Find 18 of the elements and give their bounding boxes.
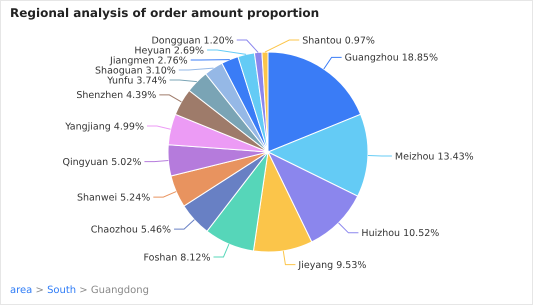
slice-label: Chaozhou 5.46% bbox=[90, 224, 172, 236]
slice-label: Guangzhou 18.85% bbox=[344, 52, 438, 64]
chart-title: Regional analysis of order amount proportion bbox=[10, 6, 320, 20]
slice-label: Huizhou 10.52% bbox=[361, 228, 440, 240]
slice-label: Jieyang 9.53% bbox=[297, 260, 366, 271]
slice-label: Jiangmen 2.76% bbox=[109, 55, 188, 66]
text: area > South > Guangdong bbox=[10, 285, 149, 296]
slice-label: Heyuan 2.69% bbox=[134, 45, 204, 56]
slice-label: Shanwei 5.24% bbox=[76, 192, 150, 204]
slice-label: Qingyuan 5.02% bbox=[62, 156, 142, 168]
slice-label: Yangjiang 4.99% bbox=[64, 121, 144, 132]
slice-label: Yunfu 3.74% bbox=[106, 75, 167, 86]
slice-label: Shantou 0.97% bbox=[302, 35, 375, 46]
slice-label: Dongguan 1.20% bbox=[151, 35, 234, 46]
slice-label: Meizhou 13.43% bbox=[394, 151, 474, 162]
slice-label: Shaoguan 3.10% bbox=[95, 65, 176, 76]
slice-label: Foshan 8.12% bbox=[144, 252, 210, 264]
slice-label: Shenzhen 4.39% bbox=[76, 90, 156, 102]
